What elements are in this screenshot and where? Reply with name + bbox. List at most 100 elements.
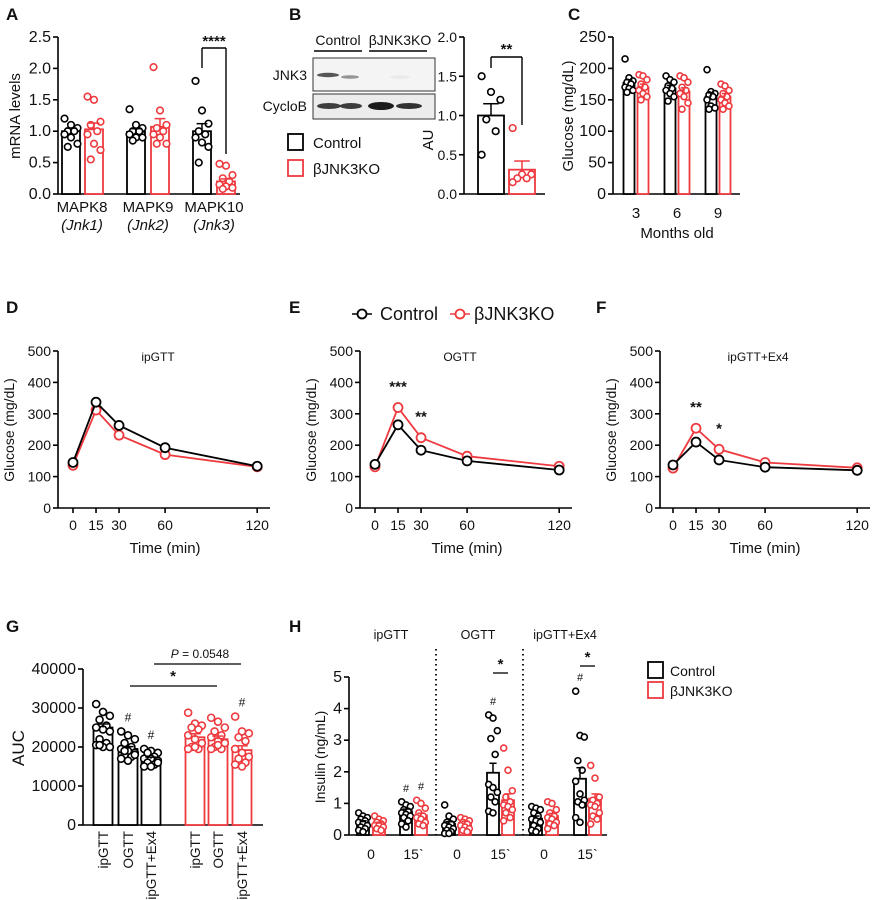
data-point (153, 758, 163, 767)
y-tick-label: 20000 (32, 739, 77, 756)
x-tick-label: 15` (403, 846, 423, 862)
y-tick-label: 0.0 (29, 186, 51, 203)
data-point (191, 133, 200, 142)
x-tick-label: 60 (459, 517, 475, 533)
data-point (201, 130, 210, 139)
y-tick-label: 1.5 (438, 68, 458, 84)
data-point (241, 736, 250, 746)
y-tick-label: 0.5 (29, 155, 51, 172)
data-point (591, 802, 599, 811)
data-point (105, 742, 115, 752)
hash-mark: # (490, 696, 497, 708)
y-tick-label: 1 (333, 795, 342, 812)
data-point (421, 804, 430, 812)
y-tick-label: 200 (330, 437, 354, 453)
y-axis-label: Insulin (ng/mL) (312, 711, 328, 804)
data-point (552, 805, 561, 814)
data-point (489, 783, 497, 792)
y-tick-label: 500 (330, 343, 354, 359)
data-point (440, 801, 449, 809)
data-point (95, 715, 104, 725)
data-point (550, 821, 558, 830)
data-point (506, 813, 514, 822)
data-point (759, 461, 771, 473)
data-point (703, 96, 711, 104)
y-tick-label: 400 (28, 374, 52, 390)
data-point (489, 714, 497, 722)
data-point (690, 436, 702, 448)
y-tick-label: 300 (330, 406, 354, 422)
x-tick-label: 15` (490, 846, 510, 862)
data-point (83, 130, 92, 139)
category-label: 9 (714, 205, 722, 222)
data-point (89, 139, 99, 148)
y-tick-label: 40000 (32, 661, 77, 678)
category-label: 3 (632, 205, 640, 222)
x-tick-label: 120 (548, 517, 572, 533)
data-point (215, 159, 224, 168)
chart-title: ipGTT (141, 350, 175, 364)
data-point (703, 65, 711, 74)
data-point (60, 114, 69, 123)
data-point (152, 139, 161, 148)
data-point (96, 145, 105, 155)
legend-label-control: Control (670, 663, 715, 679)
data-point (482, 115, 491, 124)
data-point (206, 744, 216, 754)
data-point (73, 139, 82, 148)
category-label: MAPK9 (123, 199, 174, 216)
category-label: MAPK10 (184, 199, 243, 216)
data-point (491, 798, 499, 806)
data-point (477, 72, 486, 81)
protein-band (317, 72, 339, 78)
x-tick-label: 0 (69, 517, 77, 533)
y-tick-label: 0 (43, 500, 51, 516)
category-label: OGTT (211, 831, 226, 869)
category-label: MAPK8 (57, 199, 108, 216)
x-axis-label: Months old (640, 225, 713, 242)
data-point (123, 730, 133, 740)
data-point (576, 790, 584, 798)
p-symbol: P (171, 647, 179, 661)
data-point (90, 396, 102, 408)
category-label: OGTT (121, 831, 136, 869)
legend-swatch-ko (287, 159, 304, 177)
data-point (149, 130, 158, 139)
data-point (93, 127, 102, 136)
data-point (237, 762, 247, 771)
hash-mark: # (148, 728, 155, 742)
blot-row-label: CycloB (263, 98, 307, 114)
data-point (595, 793, 604, 801)
legend-label-control: Control (380, 304, 438, 324)
chart-title: OGTT (443, 350, 477, 364)
data-point (493, 788, 502, 797)
data-point (218, 184, 227, 194)
data-point (508, 123, 517, 133)
data-point (139, 762, 149, 771)
y-tick-label: 5 (333, 669, 342, 686)
data-point (155, 106, 165, 115)
y-tick-label: 250 (579, 29, 606, 46)
data-point (571, 777, 580, 786)
data-point (643, 75, 651, 84)
panel-label: D (6, 298, 18, 317)
y-axis-label: mRNA levels (7, 73, 24, 159)
significance-label: ** (415, 409, 427, 426)
protein-band (390, 75, 410, 79)
data-point (191, 76, 200, 86)
y-tick-label: 200 (630, 437, 654, 453)
significance-label: * (170, 668, 176, 685)
data-point (489, 809, 497, 817)
data-point (508, 805, 517, 814)
legend-swatch-ko (647, 681, 664, 699)
x-tick-label: 60 (157, 517, 173, 533)
bar-ko (636, 86, 650, 195)
significance-label: * (585, 649, 591, 666)
protein-band (396, 103, 422, 109)
data-point (402, 823, 410, 831)
y-tick-label: 2 (333, 764, 342, 781)
protein-band (340, 103, 362, 109)
data-point (66, 133, 76, 142)
data-point (113, 429, 125, 441)
data-point (690, 422, 702, 434)
